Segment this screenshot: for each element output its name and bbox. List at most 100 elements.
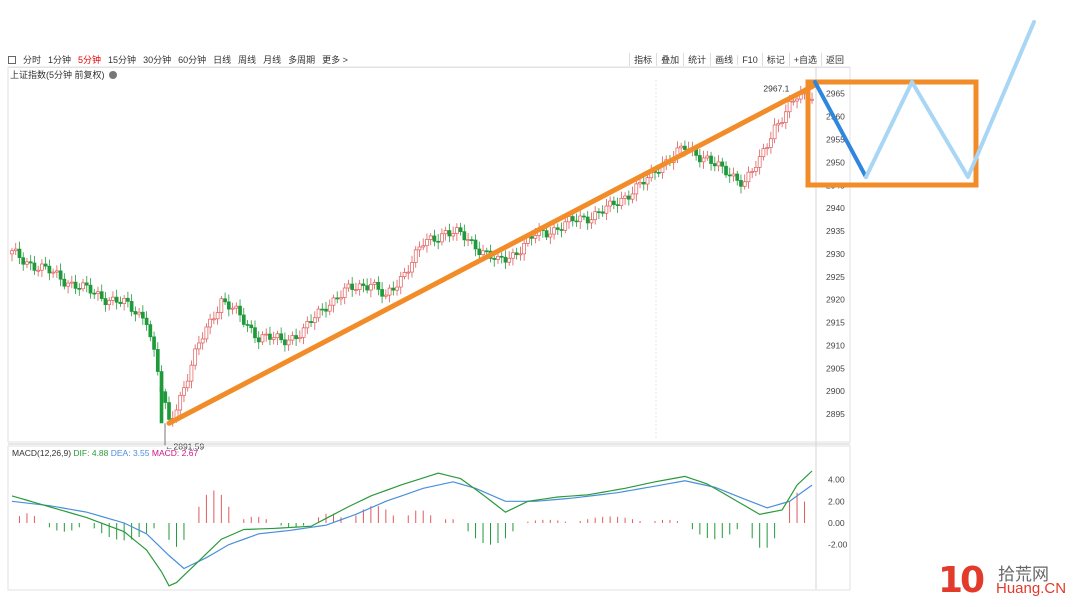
tool-button[interactable]: 叠加 bbox=[656, 53, 683, 66]
logo-en-text: Huang.CN bbox=[996, 580, 1067, 597]
candle-body bbox=[81, 282, 85, 290]
forecast-box bbox=[805, 79, 979, 188]
candle-body bbox=[163, 391, 168, 403]
macd-legend: MACD(12,26,9) DIF: 4.88 DEA: 3.55 MACD: … bbox=[12, 448, 198, 458]
candle-body bbox=[346, 283, 351, 289]
candle-body bbox=[413, 249, 418, 263]
candle-body bbox=[810, 98, 814, 101]
macd-tick-label: 4.00 bbox=[828, 475, 845, 485]
macd-tick-label: 0.00 bbox=[828, 518, 845, 528]
candle-body bbox=[440, 233, 444, 243]
candle-body bbox=[750, 171, 755, 173]
candle-body bbox=[32, 262, 37, 271]
candle-body bbox=[212, 318, 216, 321]
candle-body bbox=[260, 334, 265, 343]
candle-body bbox=[369, 283, 373, 291]
candle-body bbox=[152, 336, 156, 350]
candle-body bbox=[309, 321, 313, 324]
candle-body bbox=[709, 155, 713, 164]
candle-body bbox=[492, 258, 497, 260]
chart-subtitle: 上证指数(5分钟 前复权) bbox=[10, 68, 117, 81]
tool-button[interactable]: 返回 bbox=[820, 53, 848, 66]
candle-body bbox=[432, 235, 437, 242]
candle-body bbox=[567, 216, 571, 223]
candle-body bbox=[230, 307, 235, 310]
candle-body bbox=[122, 297, 126, 304]
candle-body bbox=[514, 252, 519, 256]
candle-body bbox=[724, 165, 728, 176]
candle-body bbox=[238, 305, 242, 316]
period-tab[interactable]: 更多 > bbox=[322, 55, 348, 65]
forecast-zigzag bbox=[864, 20, 1036, 179]
candle-body bbox=[570, 216, 575, 222]
candle-body bbox=[398, 276, 403, 288]
candle-body bbox=[623, 195, 627, 199]
candle-body bbox=[406, 271, 411, 274]
candle-body bbox=[84, 282, 89, 286]
candle-body bbox=[582, 215, 586, 218]
period-tab[interactable]: 月线 bbox=[263, 55, 282, 65]
price-tick-label: 2910 bbox=[826, 340, 845, 350]
tool-button[interactable]: 画线 bbox=[710, 53, 737, 66]
tool-button[interactable]: 指标 bbox=[629, 53, 656, 66]
candle-body bbox=[197, 342, 201, 350]
candle-body bbox=[148, 324, 153, 338]
candle-body bbox=[428, 235, 433, 240]
candle-body bbox=[645, 177, 650, 185]
candle-body bbox=[290, 335, 295, 341]
tool-button[interactable]: 标记 bbox=[761, 53, 789, 66]
candle-body bbox=[256, 337, 261, 343]
candle-body bbox=[208, 318, 212, 328]
candle-body bbox=[357, 283, 362, 290]
period-tab[interactable]: 分时 bbox=[23, 55, 42, 65]
period-tab[interactable]: 60分钟 bbox=[178, 55, 207, 65]
candle-body bbox=[312, 317, 317, 324]
candle-body bbox=[391, 287, 396, 291]
candle-body bbox=[133, 311, 138, 315]
candle-body bbox=[129, 301, 134, 312]
layout-icon[interactable] bbox=[8, 55, 16, 64]
candle-body bbox=[193, 348, 198, 366]
candle-body bbox=[200, 338, 205, 344]
price-panel: 2965296029552950294529402935293029252920… bbox=[7, 66, 851, 590]
candle-body bbox=[604, 205, 609, 214]
price-tick-label: 2935 bbox=[826, 226, 845, 236]
macd-legend-item: MACD: 2.67 bbox=[152, 448, 199, 458]
period-tab[interactable]: 30分钟 bbox=[143, 55, 172, 65]
period-tab[interactable]: 日线 bbox=[213, 55, 232, 65]
candle-body bbox=[656, 172, 661, 174]
logo-cn-text: 拾荒网 bbox=[998, 565, 1049, 584]
candle-body bbox=[305, 321, 310, 329]
candle-body bbox=[69, 281, 74, 284]
candle-body bbox=[742, 181, 747, 187]
period-tab[interactable]: 多周期 bbox=[288, 55, 316, 65]
candle-body bbox=[615, 204, 620, 206]
period-tab[interactable]: 15分钟 bbox=[108, 55, 137, 65]
candle-body bbox=[597, 211, 601, 214]
candle-body bbox=[55, 270, 59, 273]
candle-body bbox=[731, 173, 736, 177]
tool-button[interactable]: F10 bbox=[737, 54, 762, 65]
candle-body bbox=[630, 193, 635, 200]
settings-icon[interactable] bbox=[108, 70, 117, 79]
price-tick-label: 2940 bbox=[826, 203, 845, 213]
candle-body bbox=[477, 248, 482, 256]
tool-button[interactable]: 统计 bbox=[683, 53, 710, 66]
candle-body bbox=[395, 286, 399, 291]
candle-body bbox=[787, 101, 792, 113]
period-tab[interactable]: 5分钟 bbox=[78, 55, 102, 65]
candle-body bbox=[612, 200, 616, 205]
price-tick-label: 2950 bbox=[826, 157, 845, 167]
candle-body bbox=[533, 234, 538, 239]
period-tab[interactable]: 1分钟 bbox=[48, 55, 72, 65]
gap-candle bbox=[159, 386, 164, 424]
candle-body bbox=[511, 252, 515, 259]
period-tab[interactable]: 周线 bbox=[238, 55, 257, 65]
candle-body bbox=[283, 339, 287, 346]
candle-body bbox=[559, 229, 564, 231]
price-frame bbox=[7, 66, 851, 443]
candle-body bbox=[185, 380, 190, 389]
candle-body bbox=[765, 147, 769, 150]
candle-body bbox=[99, 291, 104, 299]
tool-button[interactable]: +自选 bbox=[788, 53, 821, 66]
